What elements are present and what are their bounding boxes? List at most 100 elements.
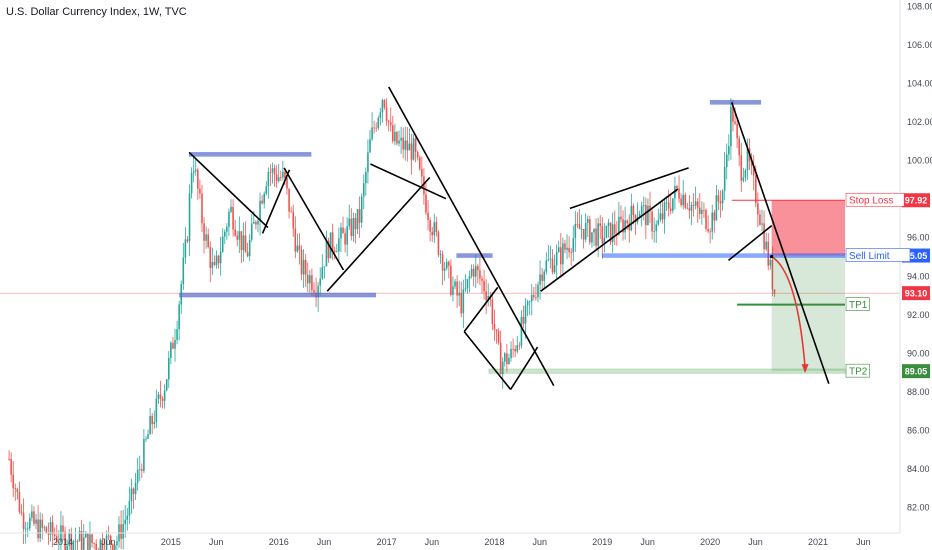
pattern-trendline <box>388 86 555 387</box>
candle-body <box>599 223 602 227</box>
candle-body <box>111 544 114 550</box>
candle-body <box>408 143 411 151</box>
candle-body <box>68 533 71 546</box>
candle-body <box>199 188 201 194</box>
candle-body <box>717 195 720 202</box>
candle-body <box>692 205 695 206</box>
level-label-box <box>845 297 870 311</box>
candle-body <box>508 357 510 364</box>
candle-body <box>479 270 481 279</box>
horizontal-level-band <box>188 152 312 157</box>
candle-body <box>362 183 365 197</box>
candle-body <box>298 245 301 251</box>
candle-body <box>186 239 189 242</box>
candle-body <box>304 259 307 275</box>
candle-body <box>412 138 415 160</box>
candle-body <box>167 357 170 380</box>
candle-body <box>696 201 699 208</box>
candle-body <box>481 278 483 281</box>
candle-body <box>327 240 330 259</box>
candle-body <box>456 281 458 296</box>
candle-body <box>684 194 687 208</box>
candle-body <box>740 155 743 181</box>
time-axis[interactable]: 2014 Jun 2015 Jun 2016 Jun 2017 Jun 2018 Jun 2019 J… <box>0 532 900 547</box>
candle-body <box>12 474 15 488</box>
candle-body <box>120 524 122 539</box>
candle-body <box>282 171 284 178</box>
candle-body <box>584 223 587 240</box>
candle-body <box>277 177 280 182</box>
candle-body <box>638 213 641 217</box>
candle-body <box>128 501 131 516</box>
candle-body <box>8 458 10 460</box>
candle-body <box>448 261 450 266</box>
candle-body <box>402 137 404 150</box>
candle-body <box>649 205 651 212</box>
time-tick-label: 2021 <box>808 537 828 547</box>
candle-body <box>752 166 755 176</box>
candle-body <box>732 106 734 122</box>
candle-body <box>375 127 378 129</box>
candle-body <box>593 228 595 233</box>
candle-body <box>350 218 353 236</box>
time-tick-label: Jun <box>425 537 440 547</box>
candle-body <box>43 527 46 529</box>
pattern-trendline <box>463 331 512 390</box>
candle-body <box>653 231 655 232</box>
candle-body <box>769 259 772 266</box>
candle-body <box>248 239 251 257</box>
candle-body <box>321 267 324 279</box>
time-tick-label: Jun <box>317 537 332 547</box>
candle-body <box>530 294 533 302</box>
candle-body <box>474 266 477 277</box>
candle-body <box>423 176 425 195</box>
candle-body <box>201 193 203 224</box>
pattern-trendline <box>727 225 773 261</box>
candle-body <box>209 247 212 269</box>
candle-body <box>18 491 21 512</box>
candle-body <box>217 255 220 264</box>
candle-body <box>335 251 338 253</box>
candle-body <box>317 285 319 298</box>
candle-body <box>70 533 73 550</box>
candle-body <box>711 212 714 232</box>
candle-body <box>543 271 546 281</box>
candle-body <box>746 148 749 171</box>
pattern-trendline <box>283 167 345 271</box>
candle-body <box>765 241 767 250</box>
candle-body <box>497 330 500 343</box>
price-tag-label: 89.05 <box>905 367 928 377</box>
candle-body <box>462 289 465 314</box>
candle-body <box>618 216 620 235</box>
candle-body <box>356 209 359 230</box>
candle-body <box>605 226 608 238</box>
candle-body <box>757 203 759 215</box>
candle-body <box>667 202 670 209</box>
candle-body <box>535 297 537 298</box>
candle-body <box>138 469 141 471</box>
candle-body <box>734 121 736 124</box>
candle-body <box>41 519 44 528</box>
candle-body <box>197 169 199 189</box>
candle-body <box>771 259 774 290</box>
candle-body <box>514 349 516 352</box>
price-axis[interactable]: 82.00 84.00 86.00 88.00 90.00 92.00 94.00 96.00… <box>899 0 932 533</box>
candle-body <box>773 289 776 294</box>
candle-body <box>392 125 394 142</box>
price-tick-label: 92.00 <box>907 310 930 320</box>
candle-body <box>228 211 230 227</box>
candle-body <box>342 227 344 234</box>
pattern-trendline <box>370 163 447 200</box>
candle-body <box>232 206 234 230</box>
price-tick-label: 96.00 <box>907 233 930 243</box>
candle-body <box>273 168 276 175</box>
candle-body <box>60 525 62 543</box>
candle-body <box>485 291 487 300</box>
candle-body <box>705 210 707 229</box>
time-tick-label: Jun <box>748 537 763 547</box>
candle-body <box>165 379 168 391</box>
candle-body <box>269 172 272 174</box>
candle-body <box>549 258 552 260</box>
candle-body <box>477 266 479 271</box>
